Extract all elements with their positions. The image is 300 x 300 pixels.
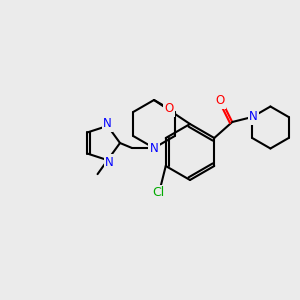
Text: N: N	[105, 156, 114, 169]
Text: O: O	[216, 94, 225, 107]
Text: N: N	[103, 117, 112, 130]
Text: N: N	[150, 142, 158, 154]
Text: N: N	[249, 110, 258, 124]
Text: Cl: Cl	[153, 187, 165, 200]
Text: O: O	[164, 103, 174, 116]
